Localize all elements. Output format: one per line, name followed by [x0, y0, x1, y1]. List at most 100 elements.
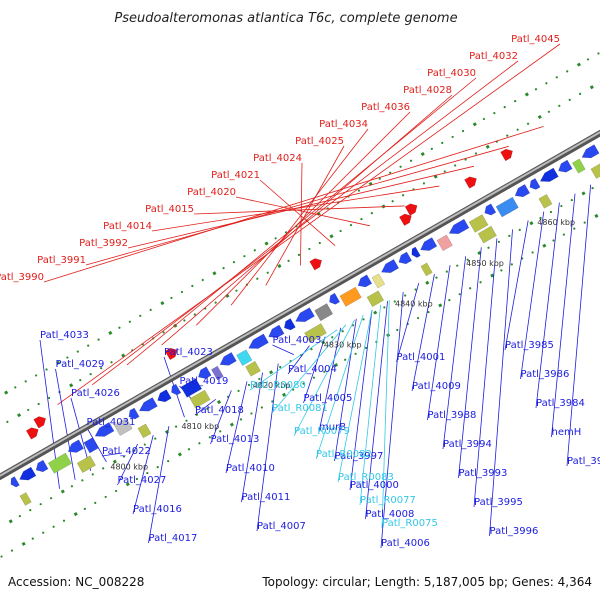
tick-dot [250, 412, 253, 415]
tick-dot [139, 314, 142, 317]
gene-label: Patl_4016 [133, 504, 182, 515]
tick-dot [357, 189, 361, 192]
leader-line [117, 443, 138, 486]
tick-dot [510, 263, 513, 266]
gene-arrow [539, 167, 559, 182]
tick-dot [435, 276, 438, 279]
gene-label: Patl_4013 [211, 434, 260, 445]
leader-line [300, 162, 303, 266]
tick-dot [506, 134, 509, 137]
gene-label: Patl_3986 [521, 369, 570, 380]
tick-dot [456, 264, 459, 267]
tick-dot [287, 259, 290, 262]
gene-label: Patl_4034 [319, 119, 368, 130]
leader-line [210, 390, 232, 445]
tick-dot [545, 82, 548, 85]
tick-dot [62, 519, 66, 522]
gene-label: Patl_4031 [87, 417, 136, 428]
tick-dot [352, 324, 355, 327]
leader-line [365, 300, 388, 520]
tick-mark [60, 489, 65, 494]
tick-dot [260, 406, 263, 409]
leader-line [272, 344, 295, 355]
tick-dot [193, 313, 196, 316]
gene-label: Patl_3997 [335, 451, 384, 462]
gene-block [436, 234, 453, 252]
tick-mark [56, 360, 61, 365]
tick-dot [451, 135, 454, 139]
tick-dot [214, 301, 217, 304]
leader-lines [39, 43, 592, 549]
tick-dot [422, 182, 426, 185]
gene-label: Patl_4020 [187, 187, 236, 198]
gene-label: Patl_3992 [79, 238, 128, 249]
gene-block [211, 365, 224, 381]
leader-line [91, 60, 519, 386]
gene-arrow [329, 292, 341, 305]
scale-label: 4850 kbp [466, 259, 504, 268]
scale-labels: 4800 kbp 4810 kbp 4820 kbp 4830 kbp 4840 kbp… [110, 218, 575, 471]
leader-line [259, 179, 336, 246]
tick-dot [167, 460, 170, 463]
tick-dot [558, 104, 561, 107]
tick-dot [266, 271, 269, 274]
tick-dot [284, 231, 288, 234]
tick-dot [110, 361, 113, 364]
gene-arrow [448, 218, 470, 235]
gene-arrow [514, 184, 531, 198]
leader-line [193, 205, 405, 215]
gene-label: Patl_R0080 [250, 380, 306, 391]
tick-dot [180, 290, 184, 294]
gene-arrow [309, 258, 322, 271]
tick-dot [81, 479, 84, 482]
gene-label: Patl_4021 [211, 170, 260, 181]
gene-label: Patl_4009 [412, 381, 461, 392]
leader-line [230, 128, 369, 306]
tick-dot [97, 338, 100, 341]
tick-dot [47, 396, 51, 400]
tick-dot [183, 319, 186, 322]
gene-arrow [558, 159, 573, 173]
gene-arrow [357, 274, 373, 288]
leader-line [566, 184, 592, 467]
leader-line [535, 202, 560, 409]
tick-dot [591, 187, 594, 190]
tick-dot [102, 467, 105, 470]
gene-label: Patl_3983 [567, 456, 600, 467]
tick-dot [391, 200, 394, 203]
tick-mark [160, 301, 165, 306]
tick-mark [477, 250, 482, 256]
gene-block [137, 423, 152, 439]
tick-dot [497, 240, 500, 243]
leader-line [225, 381, 248, 474]
tick-dot [237, 389, 240, 392]
leader-line [427, 265, 451, 421]
gene-block [245, 360, 261, 377]
tick-dot [579, 92, 582, 96]
tick-mark [73, 512, 78, 517]
tick-dot [547, 110, 550, 113]
tick-dot [0, 555, 3, 558]
tick-dot [458, 293, 461, 296]
gene-block [495, 196, 519, 218]
gene-label: Patl_4028 [403, 85, 452, 96]
tick-dot [416, 316, 420, 320]
tick-dot [586, 58, 590, 61]
tick-dot [318, 241, 321, 245]
tick-mark [225, 293, 230, 298]
gene-label: Patl_R0082 [316, 449, 372, 460]
tick-dot [474, 152, 478, 155]
gene-arrow [10, 476, 20, 488]
tick-dot [573, 227, 576, 230]
gene-label: Patl_4001 [397, 352, 446, 363]
tick-mark [529, 221, 534, 226]
tick-dot [312, 376, 316, 379]
tick-dot [274, 237, 277, 240]
tick-dot [24, 380, 27, 383]
tick-mark [542, 243, 547, 248]
leader-line [287, 345, 310, 375]
gene-label: Patl_4015 [145, 204, 194, 215]
gene-label: Patl_3994 [443, 439, 492, 450]
scale-label: 4800 kbp [110, 463, 148, 472]
tick-dot [534, 88, 538, 91]
